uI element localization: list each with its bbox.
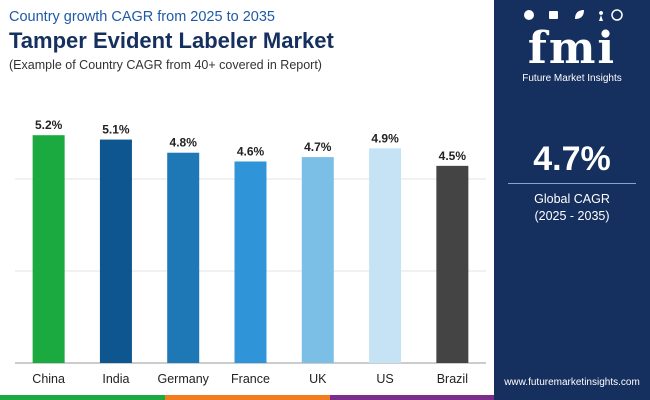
value-label-brazil: 4.5% [439,149,467,163]
global-cagr-label: Global CAGR [534,192,610,206]
tick-label-india: India [102,372,129,386]
bar-india [99,139,132,363]
value-label-uk: 4.7% [304,140,332,154]
bar-uk [301,157,334,363]
fmi-logo: fmi Future Market Insights [494,8,650,84]
chart-header: Country growth CAGR from 2025 to 2035 Ta… [9,8,489,73]
tick-label-china: China [32,372,65,386]
chart-note: (Example of Country CAGR from 40+ covere… [9,58,322,72]
chart-value-labels: 5.2% 5.1% 4.8% 4.6% 4.7% 4.9% 4.5% [35,118,466,163]
strip-orange [165,395,330,400]
logo-icons [524,9,623,21]
chart-bars [32,135,469,363]
chart-subtitle: Country growth CAGR from 2025 to 2035 [9,9,275,25]
logo-person-icon [599,11,604,21]
logo-dot-icon [524,10,534,20]
website-link[interactable]: www.futuremarketinsights.com [504,377,640,388]
logo-letters: fmi [527,23,617,74]
strip-purple [330,395,494,400]
bar-us [369,148,402,363]
bottom-color-strip [0,395,494,400]
tick-label-germany: Germany [158,372,210,386]
value-label-india: 5.1% [102,123,130,137]
tick-label-brazil: Brazil [437,372,468,386]
tick-label-france: France [231,372,270,386]
tick-label-uk: UK [309,372,327,386]
bar-brazil [436,165,469,363]
tick-label-us: US [376,372,393,386]
logo-globe-icon [611,9,623,21]
bar-germany [167,152,200,363]
global-cagr-value: 4.7% [533,140,611,178]
chart-title: Tamper Evident Labeler Market [9,28,334,53]
global-cagr-period: (2025 - 2035) [534,209,610,223]
logo-square-icon [549,11,558,19]
value-label-us: 4.9% [371,131,399,145]
value-label-china: 5.2% [35,118,63,132]
panel-divider [508,183,636,184]
side-panel: fmi Future Market Insights 4.7% Global C… [494,0,650,400]
bar-france [234,161,267,363]
value-label-france: 4.6% [237,144,265,158]
bar-china [32,135,65,363]
logo-leaf-icon [575,10,584,19]
chart-tick-labels: China India Germany France UK US Brazil [32,372,468,386]
value-label-germany: 4.8% [170,136,198,150]
brand-name: Future Market Insights [522,73,622,84]
strip-green [0,395,165,400]
